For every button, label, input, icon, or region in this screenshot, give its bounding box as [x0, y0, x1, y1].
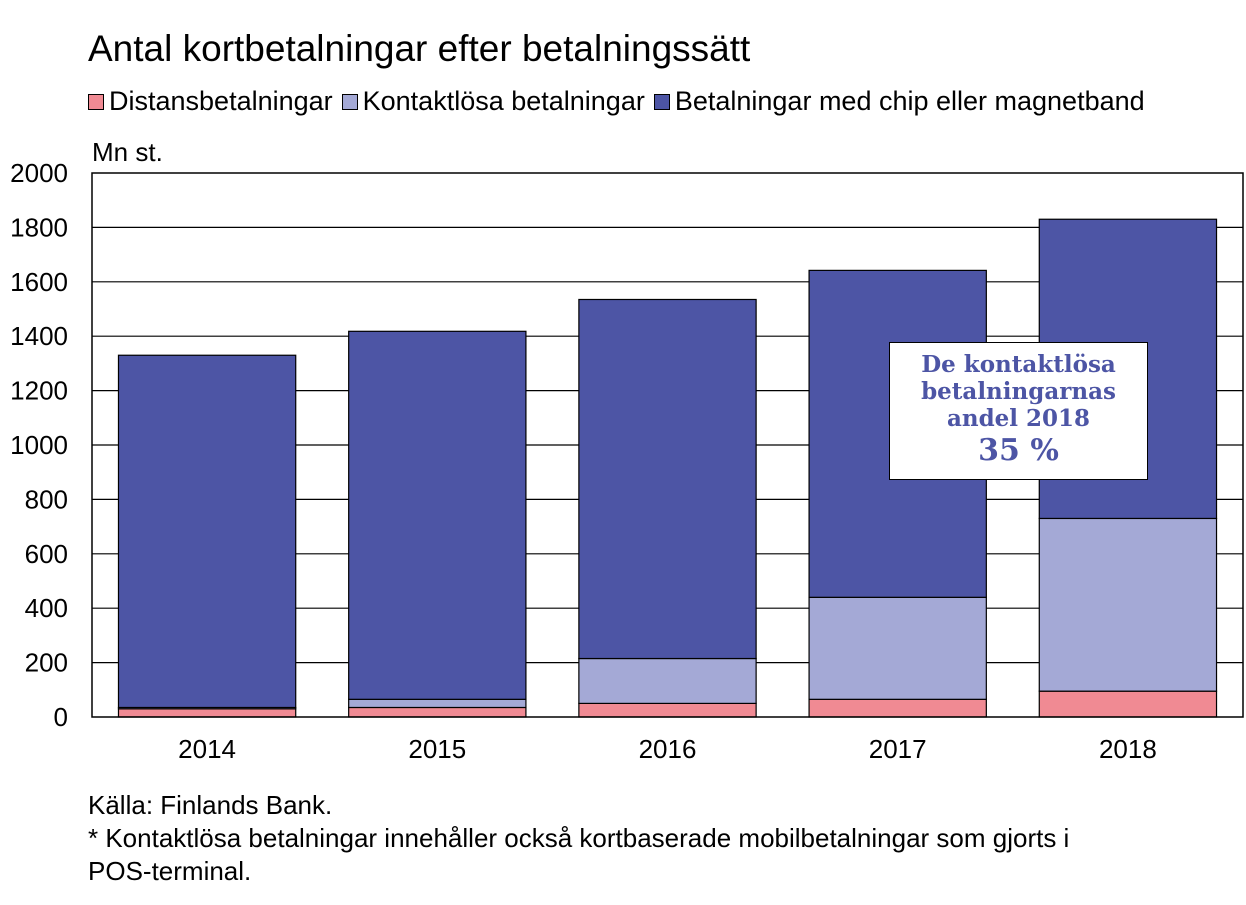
annotation-line-1: De kontaktlösa: [921, 351, 1116, 378]
y-tick-label: 200: [25, 648, 68, 678]
legend: Distansbetalningar Kontaktlösa betalning…: [88, 86, 1154, 117]
y-tick-label: 2000: [10, 158, 68, 188]
bar-segment-contactless-2016: [578, 657, 757, 705]
chart-title: Antal kortbetalningar efter betalningssä…: [88, 28, 751, 69]
annotation-line-2: betalningarnas: [921, 378, 1116, 405]
annotation-line-3: andel 2018: [946, 405, 1091, 432]
plot-border: [91, 172, 1244, 718]
x-tick-label: 2016: [639, 734, 697, 764]
y-tick-label: 1600: [10, 267, 68, 297]
bar-segment-contactless-2017: [808, 596, 987, 700]
bar-segment-distance-2016: [578, 702, 757, 718]
y-tick-label: 1200: [10, 376, 68, 406]
source-line-1: Källa: Finlands Bank.: [88, 790, 333, 820]
source-line-2: * Kontaktlösa betalningar innehåller ock…: [88, 823, 1070, 853]
bar-segment-chip-2014: [117, 354, 297, 709]
bar-segment-distance-2017: [808, 698, 987, 718]
y-tick-label: 0: [54, 702, 68, 732]
contactless-share-annotation: De kontaktlösa betalningarnas andel 2018…: [889, 342, 1148, 480]
bar-segment-contactless-2015: [348, 698, 527, 709]
bar-segment-chip-2016: [578, 298, 757, 660]
bar-segment-distance-2015: [348, 706, 527, 718]
legend-label-contactless: Kontaktlösa betalningar: [362, 86, 645, 116]
x-tick-label: 2017: [869, 734, 927, 764]
y-tick-label: 1800: [10, 212, 68, 242]
bar-segment-chip-2015: [348, 330, 527, 700]
annotation-value: 35 %: [978, 433, 1059, 468]
bar-segment-contactless-2018: [1038, 517, 1218, 692]
legend-item-contactless: Kontaktlösa betalningar: [341, 86, 645, 117]
x-tick-label: 2018: [1099, 734, 1157, 764]
legend-swatch-distance: [88, 93, 104, 110]
legend-swatch-contactless: [341, 93, 358, 110]
legend-label-distance: Distansbetalningar: [109, 86, 333, 116]
x-tick-label: 2015: [408, 734, 466, 764]
source-note: Källa: Finlands Bank. * Kontaktlösa beta…: [88, 789, 1069, 888]
legend-swatch-chip: [653, 93, 670, 110]
y-tick-label: 1400: [10, 321, 68, 351]
x-tick-label: 2014: [178, 734, 236, 764]
y-tick-label: 800: [25, 484, 68, 514]
y-tick-label: 600: [25, 539, 68, 569]
y-axis-unit-label: Mn st.: [92, 137, 163, 167]
legend-item-distance: Distansbetalningar: [88, 86, 333, 117]
legend-item-chip: Betalningar med chip eller magnetband: [653, 86, 1145, 117]
legend-label-chip: Betalningar med chip eller magnetband: [674, 86, 1145, 116]
bar-segment-distance-2014: [117, 708, 297, 718]
source-line-3: POS-terminal.: [88, 856, 252, 886]
y-tick-label: 400: [25, 593, 68, 623]
y-tick-label: 1000: [10, 430, 68, 460]
bar-segment-distance-2018: [1038, 690, 1218, 718]
